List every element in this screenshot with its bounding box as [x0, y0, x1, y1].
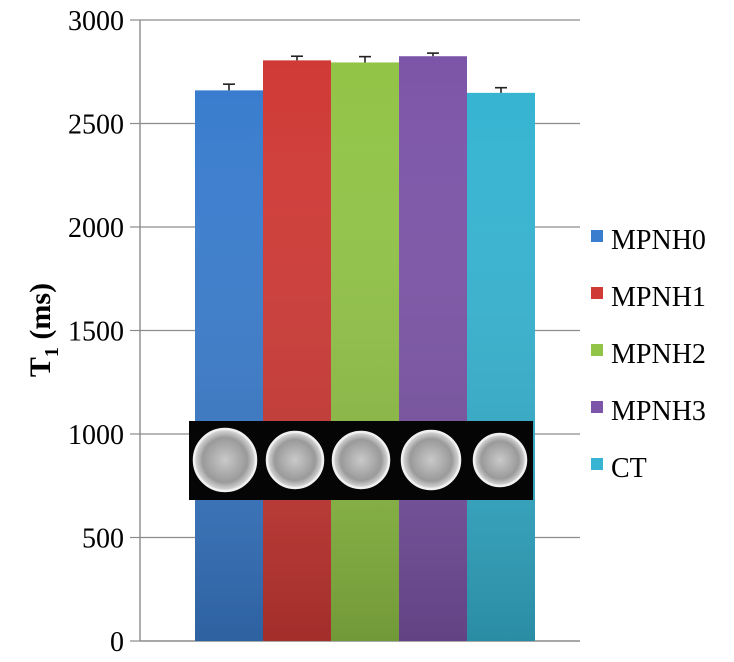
legend-label-mpnh1: MPNH1: [611, 282, 706, 313]
legend-swatch-mpnh1: [591, 287, 603, 299]
y-tick-label: 1500: [68, 317, 124, 348]
sample-disc-rim: [192, 427, 258, 493]
sample-disc: [193, 428, 257, 492]
sample-disc-rim: [331, 430, 391, 490]
y-tick-label: 0: [110, 627, 124, 658]
sample-disc: [332, 431, 390, 489]
y-tick-label: 1000: [68, 420, 124, 451]
y-tick-label: 2000: [68, 213, 124, 244]
legend-label-mpnh3: MPNH3: [611, 396, 706, 427]
y-tick-label: 500: [82, 524, 124, 555]
sample-disc-rim: [400, 429, 462, 491]
y-tick-label: 3000: [68, 6, 124, 37]
legend-swatch-ct: [591, 458, 603, 470]
legend-swatch-mpnh3: [591, 401, 603, 413]
legend-swatch-mpnh2: [591, 344, 603, 356]
y-tick-labels: 0 500 1000 1500 2000 2500 3000: [68, 6, 124, 658]
bar-shading: [467, 92, 535, 641]
sample-disc: [473, 433, 527, 487]
y-axis-label: T1 (ms): [24, 283, 63, 377]
bars: [195, 52, 535, 642]
legend-swatch-mpnh0: [591, 230, 603, 242]
legend-label-mpnh2: MPNH2: [611, 339, 706, 370]
sample-disc: [401, 430, 461, 490]
y-tick-label: 2500: [68, 110, 124, 141]
legend: MPNH0 MPNH1 MPNH2 MPNH3 CT: [591, 225, 706, 484]
bar-shading: [331, 62, 399, 642]
bar-shading: [399, 56, 467, 642]
sample-disc-rim: [265, 430, 325, 490]
legend-label-mpnh0: MPNH0: [611, 225, 706, 256]
legend-label-ct: CT: [611, 453, 647, 484]
sample-disc: [266, 431, 324, 489]
sample-disc-rim: [472, 432, 528, 488]
mri-phantom-image: [189, 421, 533, 500]
bar-shading: [263, 60, 331, 642]
bar-shading: [195, 90, 263, 641]
